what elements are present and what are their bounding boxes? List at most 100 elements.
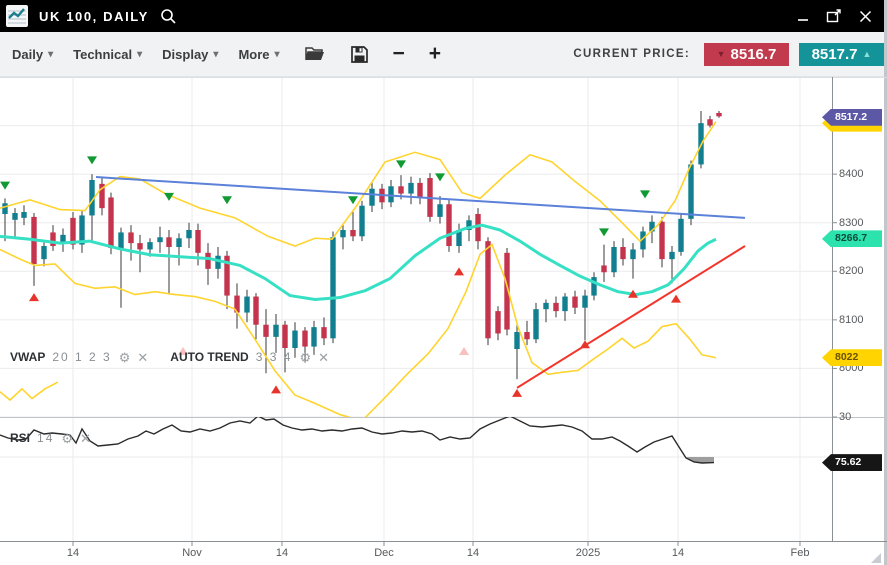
sell-signal-arrow-icon <box>87 156 97 165</box>
candle-body <box>195 230 201 253</box>
candle-body <box>244 296 250 313</box>
candle-body <box>707 119 713 126</box>
up-arrow-icon: ▲ <box>862 49 872 59</box>
sell-signal-arrow-icon <box>640 190 650 199</box>
candle-body <box>485 241 491 339</box>
minimize-button[interactable] <box>792 6 814 26</box>
buy-price-button[interactable]: 8517.7 ▲ <box>799 42 884 66</box>
display-menu[interactable]: Display ▾ <box>162 47 218 62</box>
sell-price-button[interactable]: ▼ 8516.7 <box>704 42 789 66</box>
price-chart-canvas[interactable] <box>0 77 887 565</box>
candle-body <box>437 204 443 217</box>
vwap-line <box>0 223 717 301</box>
popout-button[interactable] <box>823 6 845 26</box>
open-layout-button[interactable] <box>304 45 326 63</box>
buy-signal-arrow-icon <box>671 294 681 303</box>
candle-body <box>611 247 617 273</box>
sell-signal-arrow-icon <box>435 173 445 182</box>
more-menu[interactable]: More ▾ <box>238 47 279 62</box>
zoom-in-button[interactable]: + <box>428 42 442 65</box>
buy-signal-arrow-icon <box>454 267 464 276</box>
candle-body <box>41 246 47 260</box>
current-price-label: CURRENT PRICE: <box>573 48 690 60</box>
candle-body <box>601 265 607 273</box>
titlebar: UK 100, DAILY <box>0 0 884 32</box>
rsi-pane[interactable] <box>0 416 715 464</box>
auto-trend-settings-gear-icon[interactable]: ⚙ <box>299 349 312 365</box>
rsi-overbought-fill <box>686 457 714 463</box>
buy-signal-arrow-icon <box>580 340 590 349</box>
candle-body <box>12 213 18 220</box>
candle-body <box>388 186 394 203</box>
candle-body <box>205 252 211 269</box>
candle-body <box>504 252 510 330</box>
candle-body <box>475 213 481 242</box>
candle-body <box>311 327 317 347</box>
sell-signal-arrow-icon <box>396 160 406 169</box>
technical-menu[interactable]: Technical ▾ <box>73 47 142 62</box>
candle-body <box>166 237 172 247</box>
candle-body <box>137 243 143 250</box>
plus-icon: + <box>428 42 442 65</box>
candle-body <box>2 203 8 214</box>
candle-body <box>659 221 665 260</box>
candle-body <box>456 230 462 247</box>
buy-signal-arrow-icon <box>271 385 281 394</box>
more-menu-label: More <box>238 46 270 62</box>
candle-body <box>176 238 182 247</box>
price-tag: 8517.2 <box>822 108 882 126</box>
price-tag: 8022 <box>822 349 882 367</box>
main-pane[interactable] <box>0 111 746 421</box>
save-layout-button[interactable] <box>350 45 369 64</box>
vwap-settings-gear-icon[interactable]: ⚙ <box>118 349 131 365</box>
candle-body <box>186 230 192 239</box>
candle-body <box>70 217 76 245</box>
auto-trend-resistance-line[interactable] <box>95 176 746 219</box>
candle-body <box>408 182 414 194</box>
rsi-remove-icon[interactable]: ✕ <box>80 430 91 446</box>
candle-body <box>398 186 404 194</box>
window-title: UK 100, DAILY <box>39 8 149 24</box>
candle-body <box>543 302 549 310</box>
sell-signal-arrow-icon <box>348 196 358 205</box>
timeframe-menu[interactable]: Daily ▾ <box>12 47 53 62</box>
vwap-params: 20 1 2 3 <box>52 350 112 364</box>
candle-body <box>253 296 259 325</box>
candle-body <box>640 231 646 250</box>
faint-buy-signal-arrow-icon <box>459 347 469 356</box>
candle-body <box>330 237 336 339</box>
window-controls <box>792 6 876 26</box>
auto-trend-remove-icon[interactable]: ✕ <box>318 349 329 365</box>
rsi-settings-gear-icon[interactable]: ⚙ <box>61 430 74 446</box>
buy-signal-arrow-icon <box>29 293 39 302</box>
candle-body <box>282 324 288 349</box>
candle-body <box>417 182 423 198</box>
popout-icon <box>826 9 841 23</box>
candle-body <box>591 277 597 296</box>
candle-body <box>495 311 501 334</box>
vwap-remove-icon[interactable]: ✕ <box>137 349 149 365</box>
candle-body <box>108 197 114 248</box>
candle-body <box>234 295 240 313</box>
candle-body <box>21 212 27 218</box>
candle-body <box>224 255 230 296</box>
search-icon[interactable] <box>159 7 177 25</box>
candle-body <box>572 296 578 308</box>
auto-trend-support-line[interactable] <box>516 245 746 389</box>
zoom-out-button[interactable]: − <box>393 43 405 64</box>
candle-body <box>514 332 520 349</box>
candle-body <box>215 255 221 269</box>
candle-body <box>359 205 365 237</box>
candle-body <box>50 232 56 247</box>
rsi-line <box>0 417 715 464</box>
app-logo-icon <box>6 5 28 27</box>
band-extra-segment <box>0 381 59 402</box>
close-button[interactable] <box>854 6 876 26</box>
timeframe-menu-label: Daily <box>12 46 44 62</box>
minimize-icon <box>798 19 808 21</box>
resize-grip[interactable] <box>871 553 881 563</box>
rsi-indicator-legend: RSI 14 ⚙ ✕ <box>10 431 91 445</box>
buy-signal-arrow-icon <box>628 289 638 298</box>
save-floppy-icon <box>350 45 368 63</box>
sell-signal-arrow-icon <box>0 181 10 190</box>
